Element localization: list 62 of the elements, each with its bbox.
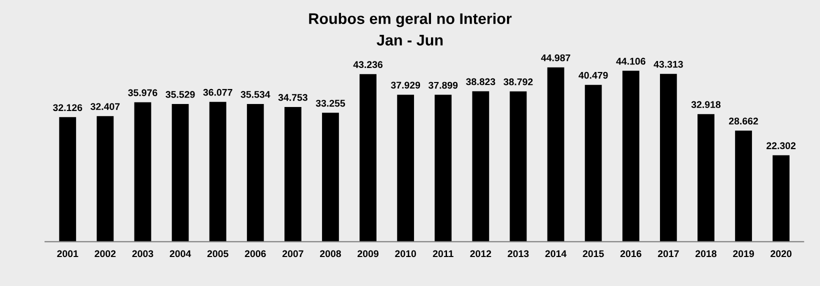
bar [322, 112, 339, 242]
x-tick-label: 2012 [470, 250, 492, 258]
bar [246, 104, 264, 242]
x-tick-label: 2008 [320, 250, 341, 258]
x-tick-label: 2001 [57, 250, 78, 258]
bar [172, 104, 189, 242]
bar [434, 94, 452, 242]
bar [698, 114, 714, 242]
data-label: 35.976 [128, 89, 158, 96]
data-label: 32.407 [90, 103, 120, 110]
bar [397, 94, 414, 242]
bar [547, 67, 564, 242]
data-label: 43.313 [654, 60, 683, 68]
data-label: 32.918 [691, 101, 721, 108]
x-tick-label: 2016 [620, 250, 642, 258]
data-label: 37.929 [390, 82, 420, 89]
bar [472, 91, 490, 242]
data-label: 37.899 [428, 82, 458, 89]
data-label: 32.126 [52, 104, 82, 112]
data-label: 33.255 [316, 100, 346, 107]
bar [584, 84, 602, 242]
x-tick-label: 2009 [358, 250, 378, 258]
x-tick-label: 2007 [282, 250, 304, 258]
bar [209, 102, 226, 242]
data-label: 44.106 [616, 58, 646, 65]
bar [96, 116, 114, 242]
bar [660, 74, 677, 242]
data-label: 38.823 [466, 78, 496, 86]
x-tick-label: 2013 [508, 250, 529, 258]
bar [735, 130, 752, 242]
bar [510, 91, 527, 242]
data-label: 36.077 [203, 88, 232, 96]
data-label: 28.662 [728, 118, 758, 125]
chart-title: Roubos em geral no Interior [309, 12, 512, 28]
data-label: 35.534 [240, 91, 270, 98]
x-tick-label: 2019 [733, 250, 754, 258]
x-tick-label: 2006 [244, 250, 266, 258]
x-tick-label: 2017 [658, 250, 679, 258]
bar [360, 74, 376, 242]
data-label: 22.302 [766, 142, 796, 150]
x-tick-label: 2005 [207, 250, 228, 258]
data-label: 40.479 [578, 72, 608, 79]
data-label: 35.529 [166, 91, 195, 98]
data-label: 43.236 [353, 61, 383, 68]
bar [772, 155, 790, 242]
x-tick-label: 2020 [770, 250, 792, 258]
x-tick-label: 2003 [132, 250, 154, 258]
x-tick-label: 2014 [545, 250, 567, 258]
bar [59, 117, 76, 242]
x-tick-label: 2010 [395, 250, 416, 258]
data-label: 34.753 [278, 94, 308, 101]
x-tick-label: 2002 [94, 250, 116, 258]
x-tick-label: 2004 [170, 250, 192, 258]
x-tick-label: 2011 [432, 250, 454, 258]
x-tick-label: 2015 [582, 250, 604, 258]
chart-subtitle: Jan - Jun [376, 34, 443, 46]
bar [284, 107, 302, 242]
bar [622, 70, 640, 242]
bar [134, 102, 152, 242]
data-label: 44.987 [541, 54, 570, 62]
x-tick-label: 2018 [695, 250, 716, 258]
data-label: 38.792 [504, 78, 533, 86]
